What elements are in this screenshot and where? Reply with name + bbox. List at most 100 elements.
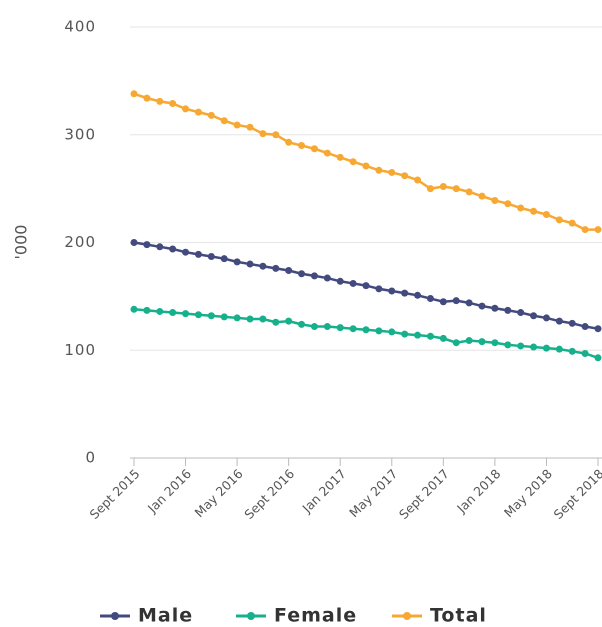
data-point: [156, 307, 164, 315]
x-tick-label: Sept 2017: [396, 466, 452, 522]
x-tick-label: Sept 2018: [551, 466, 602, 522]
data-point: [414, 331, 422, 339]
data-point: [220, 117, 228, 125]
data-point: [452, 339, 460, 347]
data-point: [517, 309, 525, 317]
data-point: [530, 343, 538, 351]
data-point: [143, 94, 151, 102]
data-point: [414, 176, 422, 184]
data-point: [336, 277, 344, 285]
data-point: [156, 97, 164, 105]
data-point: [336, 324, 344, 332]
data-point: [452, 185, 460, 193]
series-line: [133, 92, 598, 231]
data-point: [310, 323, 318, 331]
y-tick-label: 400: [64, 18, 96, 36]
data-point: [414, 291, 422, 299]
data-point: [452, 297, 460, 305]
data-point: [362, 162, 370, 170]
data-point: [568, 319, 576, 327]
data-point: [207, 253, 215, 261]
data-point: [594, 226, 602, 234]
data-point: [375, 166, 383, 174]
y-tick-label: 100: [64, 341, 96, 359]
data-point: [298, 270, 306, 278]
data-point: [143, 241, 151, 249]
legend-item: Total: [392, 605, 486, 627]
data-point: [388, 168, 396, 176]
data-point: [491, 304, 499, 312]
data-point: [272, 318, 280, 326]
data-point: [220, 255, 228, 263]
data-point: [130, 90, 138, 98]
data-point: [182, 310, 190, 318]
data-point: [323, 149, 331, 157]
data-point: [555, 216, 563, 224]
data-point: [194, 311, 202, 319]
data-point: [439, 334, 447, 342]
data-point: [349, 158, 357, 166]
data-point: [130, 305, 138, 313]
legend-label: Female: [274, 605, 357, 627]
data-point: [233, 121, 241, 129]
data-point: [581, 323, 589, 331]
data-point: [310, 272, 318, 280]
data-point: [530, 312, 538, 320]
data-point: [581, 349, 589, 357]
x-tick-label: May 2016: [192, 466, 246, 520]
x-tick-label: May 2018: [501, 466, 555, 520]
y-tick-label: 300: [64, 125, 96, 143]
data-point: [130, 239, 138, 246]
data-point: [143, 306, 151, 314]
data-point: [581, 226, 589, 234]
y-tick-label: 0: [85, 449, 96, 467]
data-point: [568, 347, 576, 355]
legend-symbol-dot: [403, 612, 411, 620]
x-tick-label: Sept 2016: [241, 466, 297, 522]
data-point: [182, 248, 190, 256]
data-point: [298, 320, 306, 328]
data-point: [349, 279, 357, 287]
data-point: [439, 298, 447, 306]
legend-symbol-dot: [247, 612, 255, 620]
data-point: [517, 342, 525, 350]
x-tick-label: Jan 2018: [453, 466, 503, 516]
data-point: [362, 282, 370, 290]
data-point: [246, 315, 254, 323]
data-point: [504, 341, 512, 349]
data-point: [491, 339, 499, 347]
data-point: [310, 145, 318, 153]
data-point: [426, 332, 434, 340]
data-point: [194, 250, 202, 258]
data-point: [465, 299, 473, 307]
data-point: [207, 312, 215, 320]
y-tick-label: 200: [64, 233, 96, 251]
data-point: [285, 317, 293, 325]
y-axis-title: '000: [12, 225, 31, 260]
data-point: [555, 317, 563, 325]
data-point: [504, 306, 512, 314]
data-point: [362, 326, 370, 334]
x-tick-label: May 2017: [346, 466, 400, 520]
data-point: [426, 295, 434, 303]
data-point: [233, 314, 241, 322]
data-point: [272, 264, 280, 272]
data-point: [259, 130, 267, 138]
data-point: [517, 204, 525, 212]
data-point: [594, 354, 602, 362]
data-point: [401, 330, 409, 338]
data-point: [272, 131, 280, 139]
data-point: [285, 138, 293, 146]
data-point: [465, 188, 473, 196]
data-point: [156, 243, 164, 251]
data-point: [542, 210, 550, 218]
data-point: [336, 153, 344, 161]
data-point: [542, 344, 550, 352]
data-point: [504, 200, 512, 208]
data-point: [388, 287, 396, 295]
data-point: [375, 327, 383, 335]
data-point: [491, 196, 499, 204]
data-point: [478, 192, 486, 200]
legend-item: Male: [100, 605, 192, 627]
